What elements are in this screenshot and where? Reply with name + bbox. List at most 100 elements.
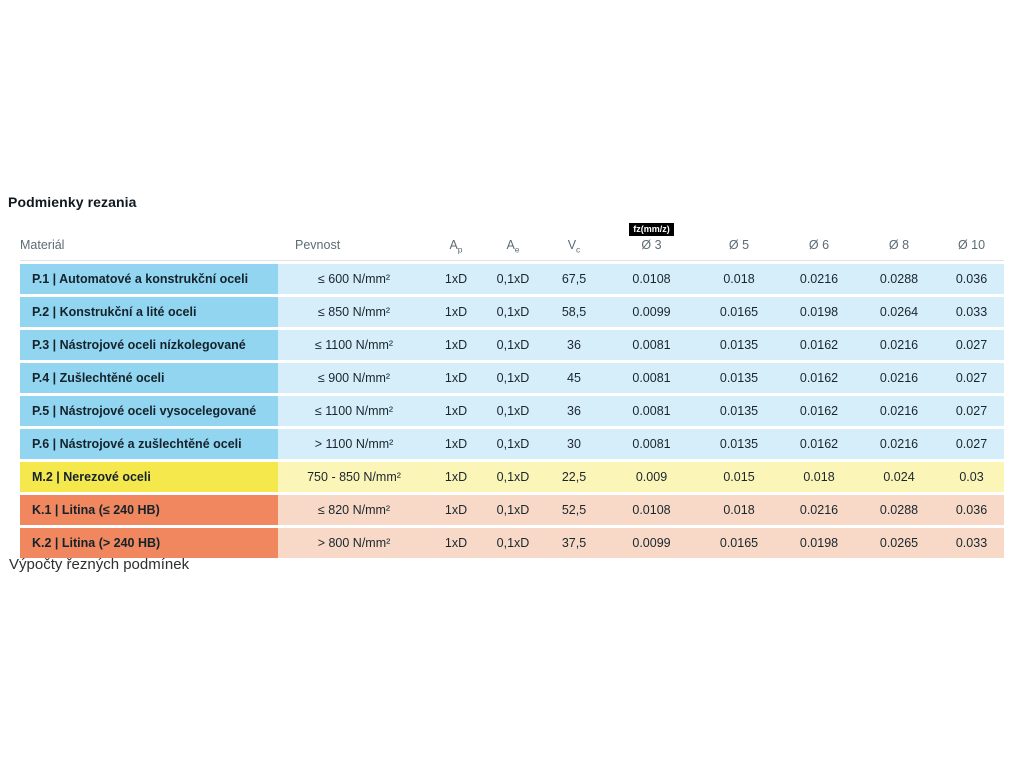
col-header-d5: Ø 5 <box>699 221 779 261</box>
cell-ae: 0,1xD <box>482 263 544 294</box>
cell-d3: 0.0081 <box>604 329 699 360</box>
col-header-d3-label: Ø 3 <box>641 238 662 253</box>
cell-material: P.5 | Nástrojové oceli vysocelegované <box>20 395 278 426</box>
cell-ap: 1xD <box>430 461 482 492</box>
cell-d6: 0.0162 <box>779 428 859 459</box>
cell-d5: 0.018 <box>699 263 779 294</box>
cell-vc: 37,5 <box>544 527 604 558</box>
cell-d10: 0.036 <box>939 263 1004 294</box>
cell-material: M.2 | Nerezové oceli <box>20 461 278 492</box>
cell-ap: 1xD <box>430 395 482 426</box>
cell-d10: 0.027 <box>939 329 1004 360</box>
cell-pevnost: > 1100 N/mm² <box>278 428 430 459</box>
cell-d5: 0.015 <box>699 461 779 492</box>
cell-d10: 0.027 <box>939 362 1004 393</box>
cell-d10: 0.027 <box>939 428 1004 459</box>
cell-material: P.3 | Nástrojové oceli nízkolegované <box>20 329 278 360</box>
cell-d3: 0.0099 <box>604 296 699 327</box>
cell-d8: 0.0216 <box>859 395 939 426</box>
table-row: M.2 | Nerezové oceli 750 - 850 N/mm² 1xD… <box>20 461 1004 492</box>
cell-vc: 36 <box>544 329 604 360</box>
cell-ae: 0,1xD <box>482 296 544 327</box>
cell-pevnost: ≤ 1100 N/mm² <box>278 329 430 360</box>
cell-ae: 0,1xD <box>482 428 544 459</box>
col-header-d10: Ø 10 <box>939 221 1004 261</box>
cell-pevnost: ≤ 900 N/mm² <box>278 362 430 393</box>
cell-d5: 0.0135 <box>699 362 779 393</box>
cell-d6: 0.0198 <box>779 296 859 327</box>
col-header-ap: Ap <box>430 221 482 261</box>
cell-d6: 0.0216 <box>779 494 859 525</box>
cell-d5: 0.0135 <box>699 395 779 426</box>
cell-vc: 67,5 <box>544 263 604 294</box>
cell-material: P.6 | Nástrojové a zušlechtěné oceli <box>20 428 278 459</box>
table-header: Materiál Pevnost Ap Ae Vc fz(mm/z) Ø 3 Ø… <box>20 221 1004 261</box>
cell-ae: 0,1xD <box>482 362 544 393</box>
cell-pevnost: ≤ 850 N/mm² <box>278 296 430 327</box>
cell-d3: 0.0081 <box>604 395 699 426</box>
cell-ap: 1xD <box>430 362 482 393</box>
cell-d10: 0.03 <box>939 461 1004 492</box>
table-row: K.2 | Litina (> 240 HB) > 800 N/mm² 1xD … <box>20 527 1004 558</box>
cell-d8: 0.0264 <box>859 296 939 327</box>
table-row: P.6 | Nástrojové a zušlechtěné oceli > 1… <box>20 428 1004 459</box>
cell-d5: 0.0165 <box>699 296 779 327</box>
col-header-ae: Ae <box>482 221 544 261</box>
cell-pevnost: ≤ 1100 N/mm² <box>278 395 430 426</box>
cell-d3: 0.0108 <box>604 494 699 525</box>
col-header-pevnost: Pevnost <box>278 221 430 261</box>
cell-d10: 0.036 <box>939 494 1004 525</box>
cell-d8: 0.0288 <box>859 263 939 294</box>
cell-d6: 0.0162 <box>779 362 859 393</box>
cell-material: P.4 | Zušlechtěné oceli <box>20 362 278 393</box>
cell-ap: 1xD <box>430 428 482 459</box>
cell-ap: 1xD <box>430 527 482 558</box>
cell-ae: 0,1xD <box>482 395 544 426</box>
cell-d10: 0.033 <box>939 296 1004 327</box>
col-header-d8: Ø 8 <box>859 221 939 261</box>
cell-vc: 58,5 <box>544 296 604 327</box>
cell-d3: 0.0108 <box>604 263 699 294</box>
cell-material: K.1 | Litina (≤ 240 HB) <box>20 494 278 525</box>
cell-d5: 0.0135 <box>699 329 779 360</box>
cell-d8: 0.0288 <box>859 494 939 525</box>
cell-pevnost: ≤ 600 N/mm² <box>278 263 430 294</box>
table-row: P.4 | Zušlechtěné oceli ≤ 900 N/mm² 1xD … <box>20 362 1004 393</box>
page-title: Podmienky rezania <box>8 194 137 210</box>
col-header-d6: Ø 6 <box>779 221 859 261</box>
col-header-vc: Vc <box>544 221 604 261</box>
cell-d6: 0.0216 <box>779 263 859 294</box>
cell-ae: 0,1xD <box>482 527 544 558</box>
cell-pevnost: > 800 N/mm² <box>278 527 430 558</box>
cell-d6: 0.0198 <box>779 527 859 558</box>
cell-ap: 1xD <box>430 494 482 525</box>
col-header-d3: fz(mm/z) Ø 3 <box>604 221 699 261</box>
table-row: P.2 | Konstrukční a lité oceli ≤ 850 N/m… <box>20 296 1004 327</box>
fz-unit-badge: fz(mm/z) <box>629 223 674 237</box>
cell-vc: 52,5 <box>544 494 604 525</box>
cell-vc: 45 <box>544 362 604 393</box>
cell-ae: 0,1xD <box>482 329 544 360</box>
cell-vc: 30 <box>544 428 604 459</box>
table-body: P.1 | Automatové a konstrukční oceli ≤ 6… <box>20 263 1004 558</box>
cell-material: P.1 | Automatové a konstrukční oceli <box>20 263 278 294</box>
cell-ap: 1xD <box>430 329 482 360</box>
cell-material: K.2 | Litina (> 240 HB) <box>20 527 278 558</box>
cell-d8: 0.0216 <box>859 329 939 360</box>
cell-d8: 0.0216 <box>859 362 939 393</box>
col-header-material: Materiál <box>20 221 278 261</box>
cell-vc: 22,5 <box>544 461 604 492</box>
cell-d3: 0.0099 <box>604 527 699 558</box>
cell-d3: 0.009 <box>604 461 699 492</box>
cell-material: P.2 | Konstrukční a lité oceli <box>20 296 278 327</box>
cell-ap: 1xD <box>430 263 482 294</box>
cell-ae: 0,1xD <box>482 494 544 525</box>
table-row: K.1 | Litina (≤ 240 HB) ≤ 820 N/mm² 1xD … <box>20 494 1004 525</box>
cell-d5: 0.018 <box>699 494 779 525</box>
cell-d6: 0.0162 <box>779 395 859 426</box>
cell-d6: 0.0162 <box>779 329 859 360</box>
cell-vc: 36 <box>544 395 604 426</box>
cell-d10: 0.027 <box>939 395 1004 426</box>
cell-d3: 0.0081 <box>604 428 699 459</box>
cell-pevnost: 750 - 850 N/mm² <box>278 461 430 492</box>
